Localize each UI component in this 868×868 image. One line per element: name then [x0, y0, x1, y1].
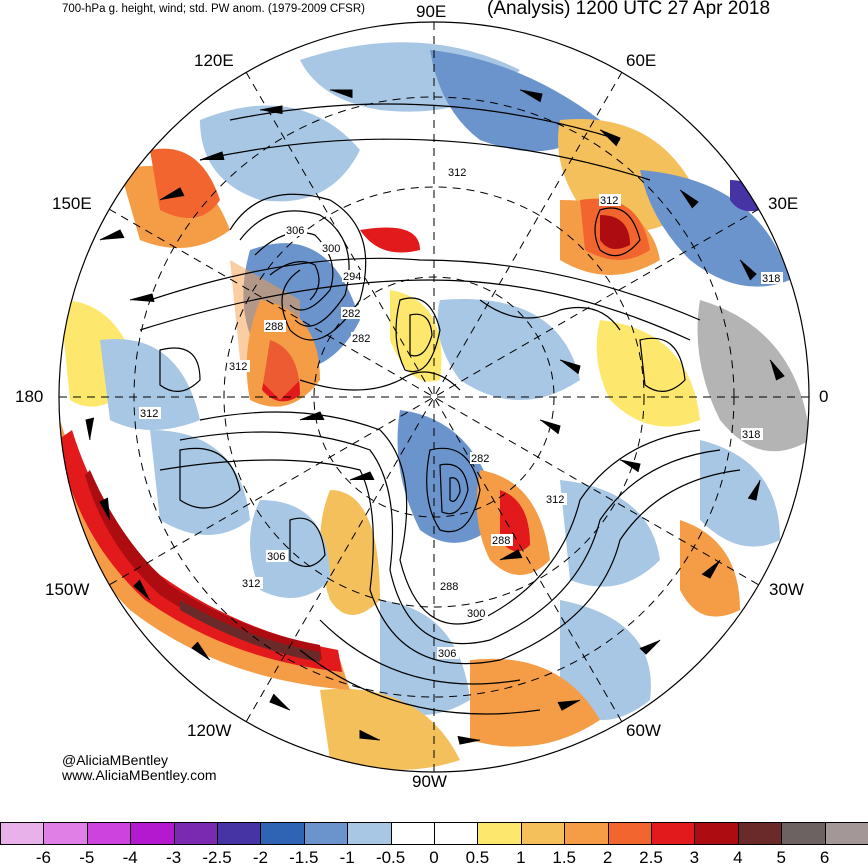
contour-label: 300	[467, 608, 485, 620]
colorbar-tick-label: 5	[776, 848, 786, 867]
colorbar-tick-label: -1	[339, 848, 355, 867]
contour-label: 282	[342, 308, 360, 320]
lon-label-120e: 120E	[194, 51, 234, 70]
colorbar-swatch	[86, 822, 132, 845]
colorbar-tick-label: 4	[733, 848, 743, 867]
lon-label-120w: 120W	[187, 721, 232, 740]
colorbar-swatch	[477, 822, 522, 845]
lon-label-30w: 30W	[769, 580, 804, 599]
colorbar-swatch	[781, 822, 826, 845]
contour-label: 294	[343, 271, 361, 283]
height-contours	[139, 103, 741, 715]
colorbar-swatch	[651, 822, 696, 845]
contour-label: 306	[438, 648, 456, 660]
graticule	[59, 22, 809, 772]
colorbar-tick-label: -6	[35, 848, 51, 867]
lon-label-60w: 60W	[626, 721, 661, 740]
colorbar-swatch	[217, 822, 262, 845]
lon-label-30e: 30E	[768, 194, 799, 213]
colorbar-swatch	[434, 822, 479, 845]
contour-label: 312	[229, 361, 247, 373]
contour-label: 312	[448, 167, 466, 179]
colorbar-tick-label: -2.5	[202, 848, 232, 867]
colorbar-tick-label: -2	[252, 848, 268, 867]
contour-label: 306	[267, 551, 285, 563]
lon-label-180: 180	[15, 387, 44, 406]
colorbar-swatch	[43, 822, 88, 845]
colorbar-swatch	[564, 822, 609, 845]
colorbar-swatch	[607, 822, 652, 845]
contour-label: 288	[265, 321, 283, 333]
colorbar-swatch	[824, 822, 868, 845]
colorbar-tick-label: 2	[602, 848, 613, 867]
colorbar-tick-label: 3	[689, 848, 700, 867]
map-title-left: 700-hPa g. height, wind; std. PW anom. (…	[62, 3, 365, 15]
colorbar-tick-label: 0	[429, 848, 439, 867]
colorbar-tick-label: 2.5	[639, 848, 663, 867]
colorbar-swatch	[694, 822, 739, 845]
colorbar-swatch	[130, 822, 175, 845]
colorbar-swatch	[173, 822, 218, 845]
credit-website: www.AliciaMBentley.com	[62, 767, 217, 783]
contour-label: 288	[440, 581, 458, 593]
colorbar-tick-label: 6	[819, 848, 830, 867]
colorbar-tick-label: 1	[516, 848, 526, 867]
colorbar-tick-label: -0.5	[375, 848, 406, 867]
colorbar-swatch	[737, 822, 783, 845]
contour-value-labels: 312 306 300 294 288 282 282 312 318 318 …	[139, 166, 783, 660]
polar-map: 312 306 300 294 288 282 282 312 318 318 …	[58, 21, 810, 773]
contour-label: 312	[600, 195, 618, 207]
lon-label-90e: 90E	[416, 2, 447, 21]
map-title-right: (Analysis) 1200 UTC 27 Apr 2018	[487, 0, 771, 19]
colorbar-swatch	[347, 822, 392, 845]
lon-label-150e: 150E	[52, 194, 92, 213]
colorbar-swatch	[0, 822, 45, 845]
contour-label: 318	[762, 273, 780, 285]
contour-label: 312	[546, 494, 564, 506]
contour-label: 312	[140, 408, 158, 420]
colorbar-swatch	[390, 822, 435, 845]
lon-label-150w: 150W	[45, 580, 90, 599]
colorbar-tick-label: -4	[122, 848, 138, 867]
wind-barbs	[85, 89, 785, 745]
colorbar-tick-label: -3	[166, 848, 182, 867]
contour-label: 288	[492, 535, 510, 547]
contour-label: 318	[742, 429, 760, 441]
colorbar-tick-label: 1.5	[552, 848, 577, 867]
colorbar-tick-label: 0.5	[465, 848, 490, 867]
pw-anomaly-field	[59, 42, 809, 770]
lon-label-60e: 60E	[626, 51, 657, 70]
colorbar-swatch	[303, 822, 349, 845]
colorbar-tick-label: -5	[79, 848, 95, 867]
contour-label: 312	[242, 578, 260, 590]
contour-label: 306	[286, 225, 304, 237]
credit-handle: @AliciaMBentley	[62, 752, 169, 768]
colorbar-tick-label: -1.5	[289, 848, 319, 867]
lon-label-0: 0	[819, 387, 829, 406]
colorbar-swatch	[520, 822, 566, 845]
colorbar-swatch	[260, 822, 305, 845]
lon-label-90w: 90W	[412, 772, 447, 791]
contour-label: 282	[352, 333, 370, 345]
contour-label: 282	[471, 453, 489, 465]
contour-label: 300	[322, 243, 340, 255]
